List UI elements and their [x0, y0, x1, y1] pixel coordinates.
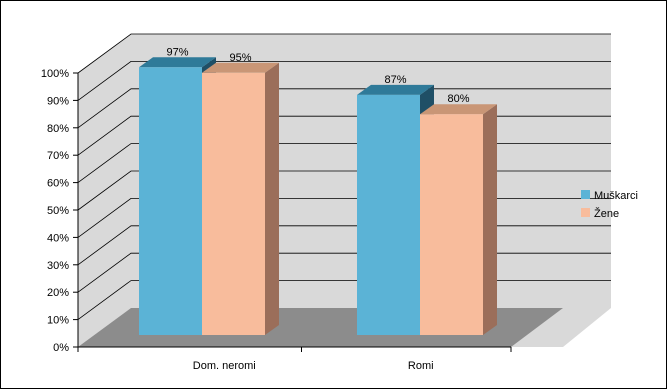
data-label: 80%: [447, 93, 469, 105]
data-label: 95%: [229, 52, 251, 64]
bar-side-face: [483, 104, 497, 335]
data-labels: 97% 95% 87% 80%: [166, 46, 469, 105]
legend-item: Žene: [581, 207, 619, 220]
y-tick-label: 90%: [47, 95, 69, 107]
gridline: [77, 33, 611, 74]
y-tick-label: 100%: [41, 68, 69, 80]
bar-top-face: [420, 104, 497, 115]
legend-label: Žene: [594, 207, 619, 220]
x-axis-category-labels: Dom. neromi Romi: [193, 360, 434, 372]
axes: [73, 72, 512, 352]
y-tick-label: 80%: [47, 123, 69, 135]
bar-front-face: [202, 72, 265, 336]
y-tick-label: 40%: [47, 232, 69, 244]
bar-top-face: [202, 62, 279, 73]
gridline: [77, 61, 611, 101]
x-category-label: Dom. neromi: [193, 360, 256, 372]
bar-top-face: [139, 57, 216, 68]
bar-front-face: [420, 114, 483, 335]
y-tick-label: 70%: [47, 150, 69, 162]
data-label: 97%: [166, 46, 188, 58]
legend-swatch: [581, 190, 590, 199]
x-category-label: Romi: [408, 360, 434, 372]
bar: [202, 62, 279, 336]
y-tick-label: 0%: [53, 342, 69, 354]
data-label: 87%: [384, 74, 406, 86]
y-tick-label: 20%: [47, 287, 69, 299]
y-tick-label: 60%: [47, 178, 69, 190]
gridline: [77, 88, 611, 129]
y-tick-label: 50%: [47, 205, 69, 217]
legend: Muškarci Žene: [581, 190, 638, 220]
y-axis-tick-labels: 0% 10% 20% 30% 40% 50% 60% 70% 80% 90% 100%: [41, 68, 69, 354]
bar-front-face: [139, 67, 202, 335]
bars: [139, 57, 497, 336]
legend-item: Muškarci: [581, 190, 638, 202]
bar-side-face: [265, 62, 279, 336]
y-tick-label: 30%: [47, 260, 69, 272]
legend-swatch: [581, 208, 590, 217]
bar-top-face: [357, 84, 434, 95]
y-tick-label: 10%: [47, 315, 69, 327]
bar: [420, 104, 497, 335]
bar-front-face: [357, 94, 420, 335]
legend-label: Muškarci: [594, 190, 638, 202]
